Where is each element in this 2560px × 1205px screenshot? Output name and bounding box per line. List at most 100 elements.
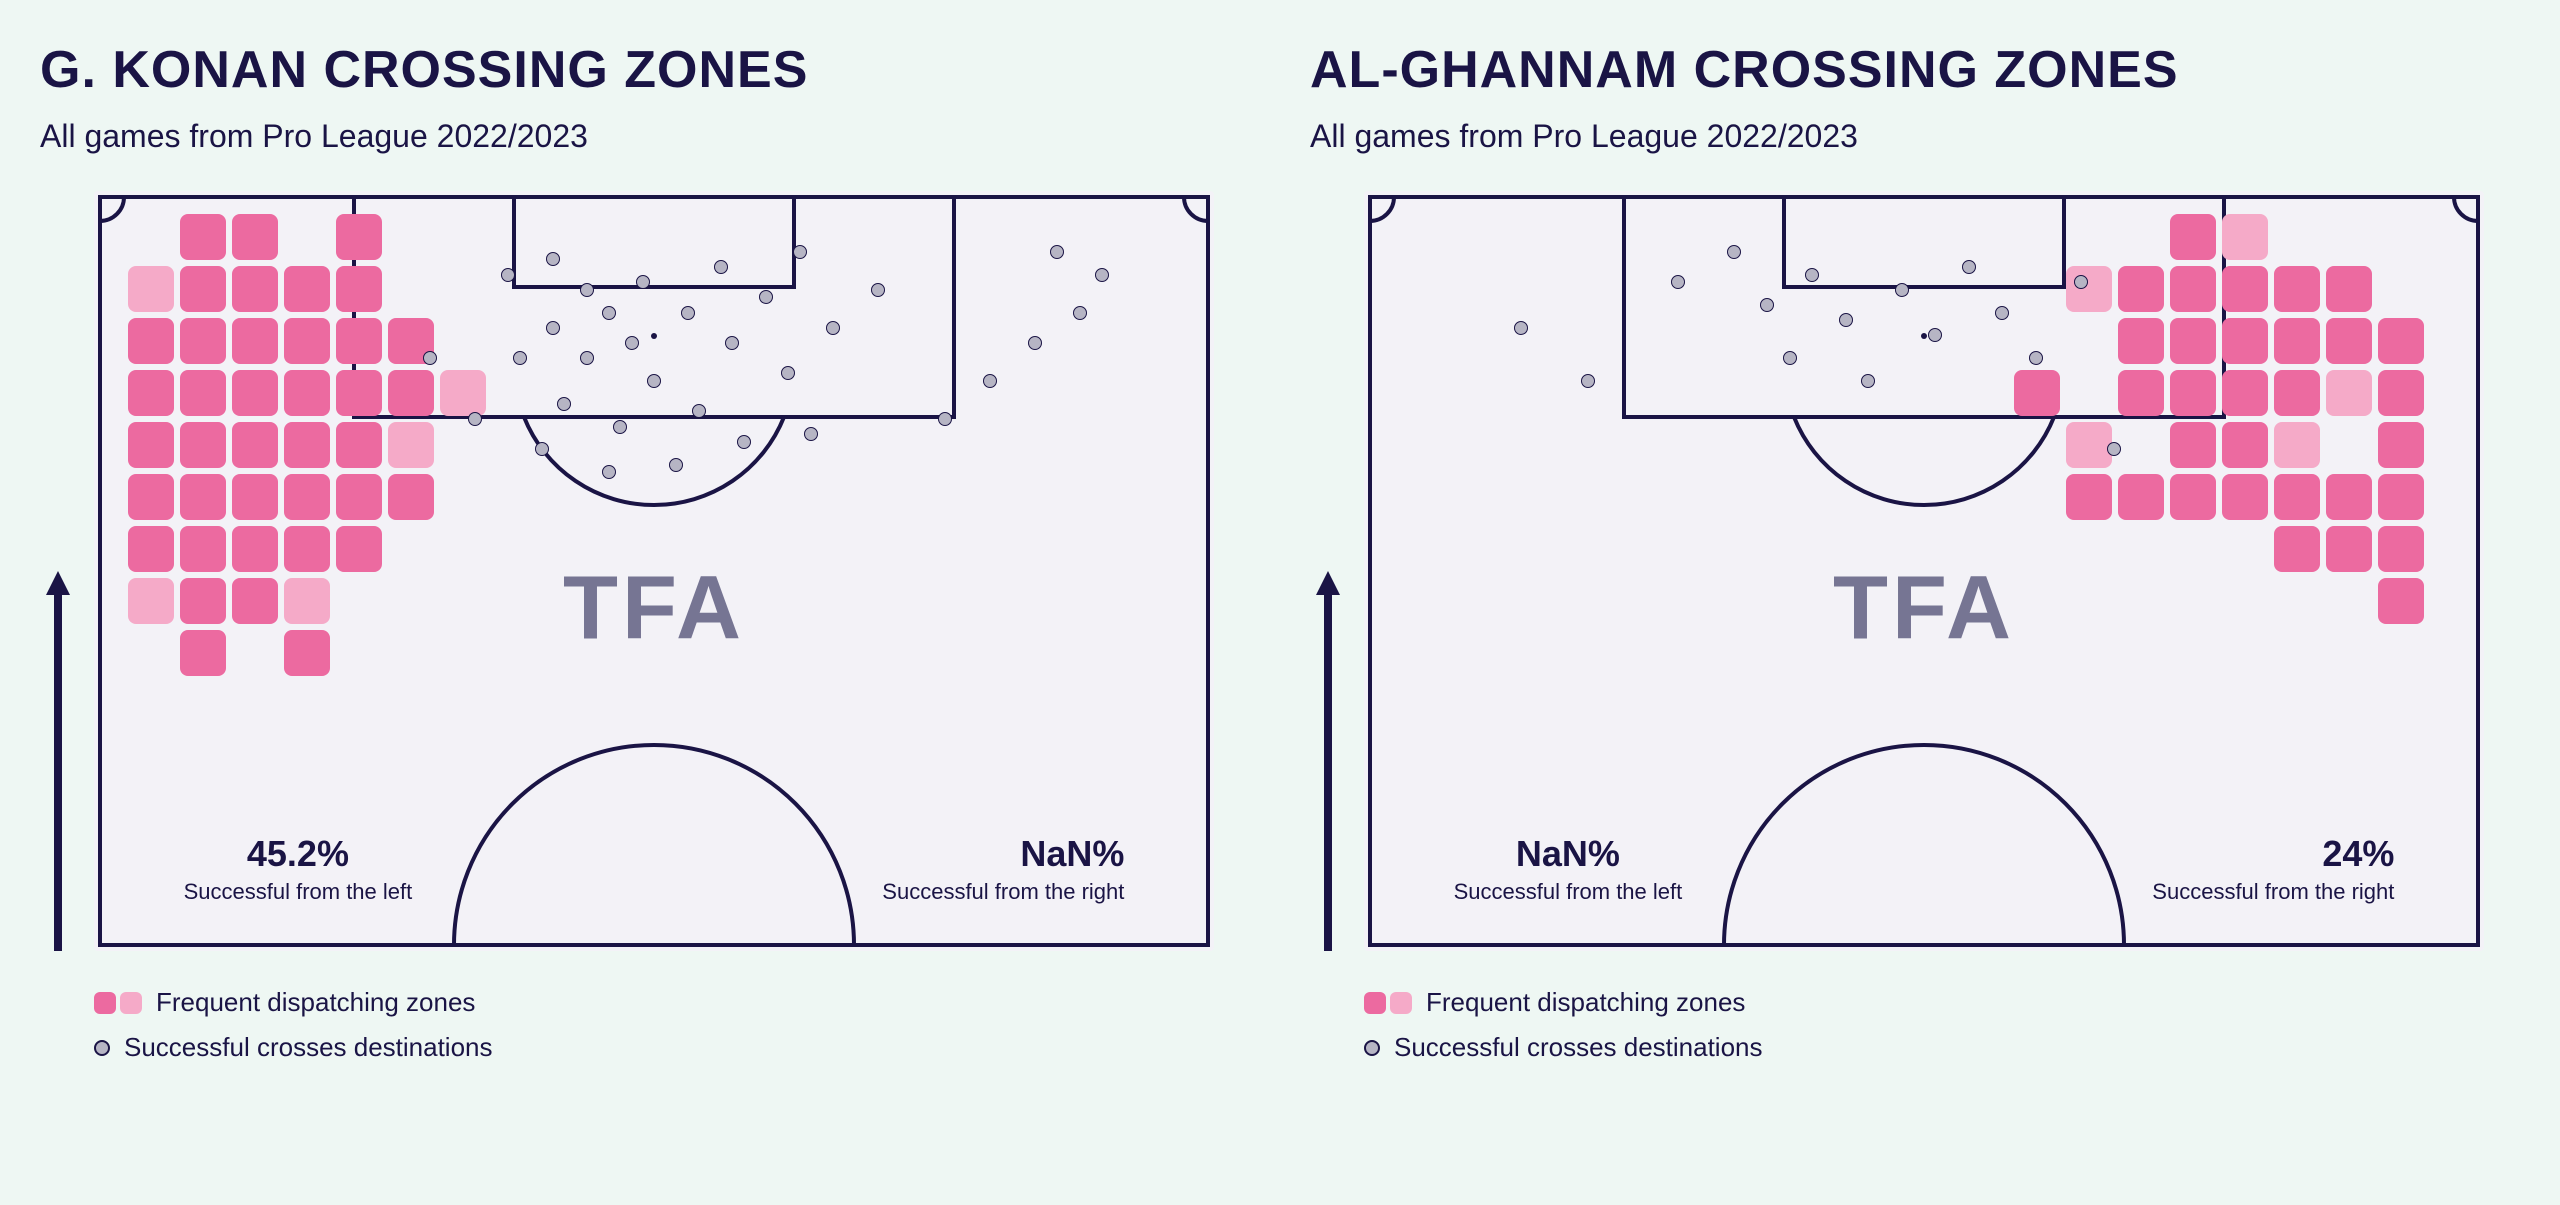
legend-zones-label: Frequent dispatching zones [1426, 987, 1745, 1018]
heat-cell [232, 370, 278, 416]
cross-destination-dot [1581, 374, 1595, 388]
cross-destination-dot [2074, 275, 2088, 289]
heat-cell [128, 422, 174, 468]
stat-left: 45.2% Successful from the left [184, 833, 413, 905]
heat-cell [2222, 318, 2268, 364]
heat-cell [2170, 422, 2216, 468]
legend-zones: Frequent dispatching zones [94, 987, 1250, 1018]
heat-cell [2118, 266, 2164, 312]
heat-cell [232, 526, 278, 572]
cross-destination-dot [1028, 336, 1042, 350]
heat-cell [284, 266, 330, 312]
stat-right: NaN% Successful from the right [882, 833, 1124, 905]
legend-zones-label: Frequent dispatching zones [156, 987, 475, 1018]
heat-cell [388, 370, 434, 416]
heat-cell [2014, 370, 2060, 416]
heat-cell [284, 318, 330, 364]
heat-cell [2274, 318, 2320, 364]
panel-konan: G. KONAN CROSSING ZONES All games from P… [40, 40, 1250, 1165]
heat-cell [388, 474, 434, 520]
heat-cell [128, 370, 174, 416]
cross-destination-dot [513, 351, 527, 365]
heat-cell [336, 422, 382, 468]
cross-destination-dot [1783, 351, 1797, 365]
heat-cell [2170, 370, 2216, 416]
heat-cell [2274, 526, 2320, 572]
heat-cell [2170, 266, 2216, 312]
heat-cell [232, 578, 278, 624]
heat-cell [232, 474, 278, 520]
heat-cell [336, 474, 382, 520]
heat-cell [336, 214, 382, 260]
pitch-wrap: TFA 45.2% Successful from the left NaN% … [40, 191, 1250, 951]
cross-destination-dot [602, 306, 616, 320]
panel-subtitle: All games from Pro League 2022/2023 [40, 118, 1250, 155]
stat-right: 24% Successful from the right [2152, 833, 2394, 905]
stat-left-value: NaN% [1454, 833, 1683, 875]
heat-cell [2326, 474, 2372, 520]
cross-destination-dot [1050, 245, 1064, 259]
stat-right-label: Successful from the right [882, 879, 1124, 905]
cross-destination-dot [1895, 283, 1909, 297]
stat-left-value: 45.2% [184, 833, 413, 875]
pitch-diagram: TFA 45.2% Successful from the left NaN% … [94, 191, 1214, 951]
cross-destination-dot [1095, 268, 1109, 282]
heat-cell [180, 526, 226, 572]
heat-cell [2222, 474, 2268, 520]
heat-cell [128, 578, 174, 624]
heat-cell [128, 474, 174, 520]
cross-destination-dot [669, 458, 683, 472]
heat-cell [2170, 318, 2216, 364]
cross-destination-dot [580, 283, 594, 297]
stat-right-value: NaN% [882, 833, 1124, 875]
cross-destination-dot [580, 351, 594, 365]
cross-destination-dot [636, 275, 650, 289]
cross-destination-dot [1727, 245, 1741, 259]
stat-left-label: Successful from the left [1454, 879, 1683, 905]
heat-cell [336, 318, 382, 364]
heat-cell [336, 526, 382, 572]
stat-left: NaN% Successful from the left [1454, 833, 1683, 905]
cross-destination-dot [737, 435, 751, 449]
legend-dot-icon [1364, 1040, 1380, 1056]
heat-cell [232, 422, 278, 468]
heat-cell [180, 474, 226, 520]
cross-destination-dot [1073, 306, 1087, 320]
heat-cell [2378, 578, 2424, 624]
cross-destination-dot [681, 306, 695, 320]
heat-cell [284, 474, 330, 520]
heat-cell [2378, 526, 2424, 572]
heat-cell [2066, 474, 2112, 520]
panel-title: G. KONAN CROSSING ZONES [40, 40, 1250, 100]
heat-cell [2118, 474, 2164, 520]
heat-cell [284, 526, 330, 572]
heat-cell [284, 422, 330, 468]
panel-title: AL-GHANNAM CROSSING ZONES [1310, 40, 2520, 100]
heat-cell [2066, 266, 2112, 312]
legend: Frequent dispatching zones Successful cr… [94, 987, 1250, 1077]
stat-right-value: 24% [2152, 833, 2394, 875]
heat-cell [180, 370, 226, 416]
legend-dests-label: Successful crosses destinations [1394, 1032, 1763, 1063]
heat-cell [440, 370, 486, 416]
cross-destination-dot [501, 268, 515, 282]
heat-cell [128, 266, 174, 312]
cross-destination-dot [625, 336, 639, 350]
heat-cell [2326, 526, 2372, 572]
watermark: TFA [1833, 558, 2015, 661]
heat-cell [284, 370, 330, 416]
legend-heat-icon [1364, 992, 1412, 1014]
heat-cell [2378, 318, 2424, 364]
heat-cell [284, 630, 330, 676]
heat-cell [2222, 214, 2268, 260]
heat-cell [232, 318, 278, 364]
heat-cell [2066, 422, 2112, 468]
cross-destination-dot [1671, 275, 1685, 289]
cross-destination-dot [793, 245, 807, 259]
heat-cell [2326, 318, 2372, 364]
pitch-diagram: TFA NaN% Successful from the left 24% Su… [1364, 191, 2484, 951]
heat-cell [2378, 370, 2424, 416]
heat-cell [180, 266, 226, 312]
heat-cell [180, 630, 226, 676]
watermark: TFA [563, 558, 745, 661]
